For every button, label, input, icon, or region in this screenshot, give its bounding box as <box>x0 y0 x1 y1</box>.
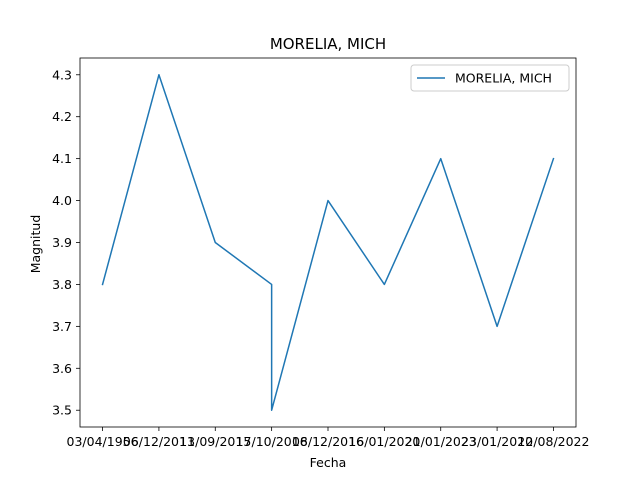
legend: MORELIA, MICH <box>410 64 570 92</box>
y-tick-label: 4.3 <box>52 67 72 82</box>
y-tick-label: 3.8 <box>52 277 72 292</box>
x-tick-label: 08/12/2016 <box>292 434 364 449</box>
y-tick-label: 3.9 <box>52 235 72 250</box>
x-tick-label: 13/09/2015 <box>179 434 251 449</box>
y-tick-label: 3.6 <box>52 361 72 376</box>
x-tick-label: 21/01/2023 <box>405 434 477 449</box>
y-axis-label: Magnitud <box>28 215 43 274</box>
y-tick-label: 3.7 <box>52 319 72 334</box>
x-tick-label: 12/08/2022 <box>517 434 589 449</box>
x-tick-label: 06/12/2011 <box>123 434 195 449</box>
x-tick-label: 16/01/2020 <box>348 434 420 449</box>
y-tick-label: 4.1 <box>52 151 72 166</box>
plot-area <box>79 57 577 428</box>
plot-background <box>80 58 576 427</box>
y-tick-label: 4.0 <box>52 193 72 208</box>
y-axis: 3.5 3.6 3.7 3.8 3.9 4.0 4.1 4.2 4.3 <box>52 67 80 418</box>
x-axis: 03/04/195606/12/201113/09/201517/10/2016… <box>67 427 589 449</box>
legend-box <box>410 64 570 92</box>
x-tick-label: 23/01/2020 <box>461 434 533 449</box>
x-tick-label: 03/04/1956 <box>67 434 139 449</box>
x-axis-label: Fecha <box>310 455 347 470</box>
y-tick-label: 4.2 <box>52 109 72 124</box>
chart-title: MORELIA, MICH <box>270 35 386 53</box>
x-tick-label: 17/10/2016 <box>236 434 308 449</box>
legend-entry: MORELIA, MICH <box>455 71 552 86</box>
series-line <box>101 74 555 411</box>
y-tick-label: 3.5 <box>52 403 72 418</box>
